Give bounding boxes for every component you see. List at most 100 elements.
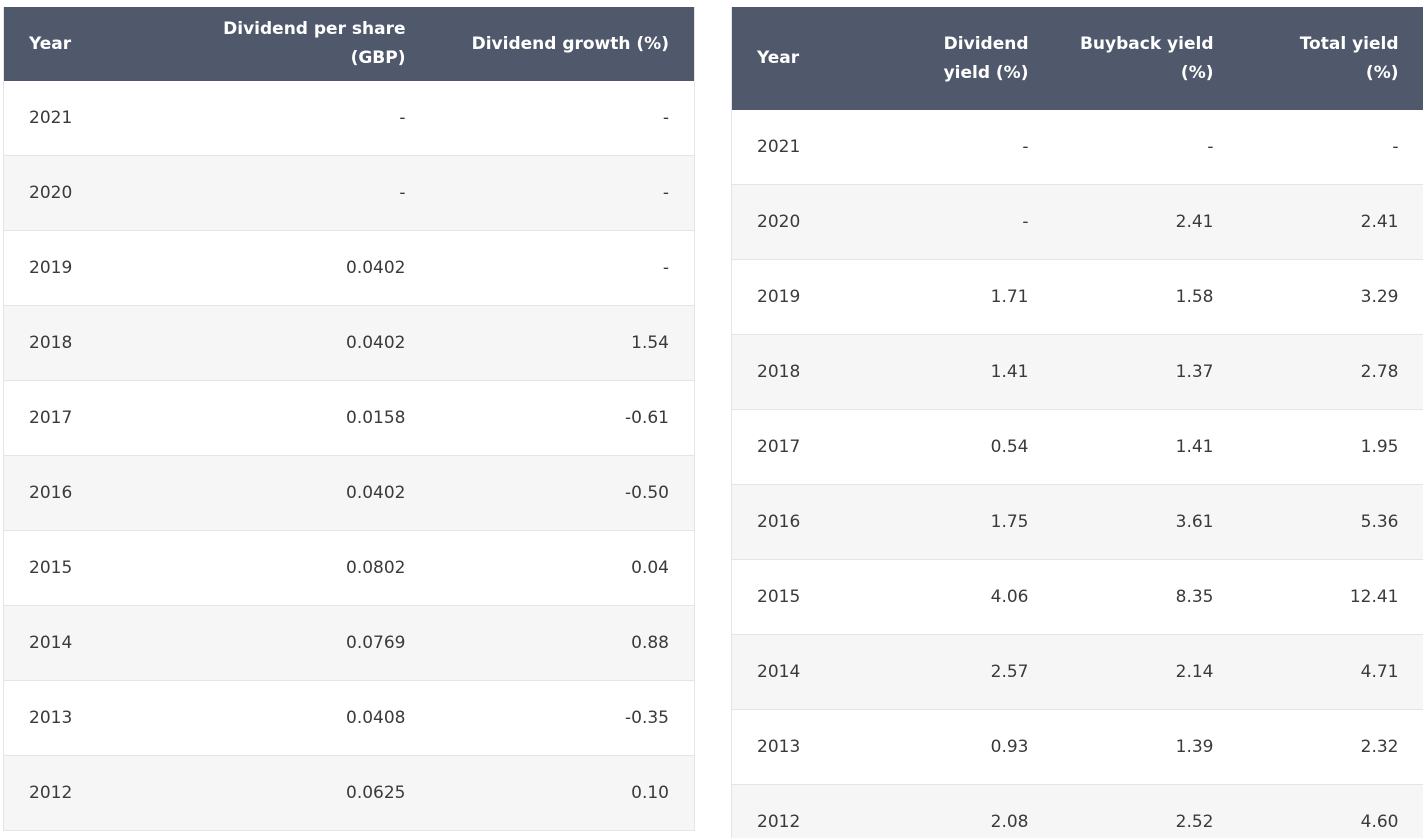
year-cell: 2017 [731, 409, 872, 485]
dividend-per-share-cell: 0.0769 [143, 605, 431, 681]
buyback-yield-cell: 2.52 [1053, 784, 1239, 838]
total-yield-cell: 4.71 [1238, 634, 1423, 710]
buyback-yield-cell: - [1053, 110, 1239, 185]
buyback-yield-cell: 2.41 [1053, 184, 1239, 260]
year-cell: 2012 [731, 784, 872, 838]
year-cell: 2020 [3, 155, 144, 231]
buyback-yield-cell: 1.58 [1053, 259, 1239, 335]
dividend-growth-cell: 1.54 [430, 305, 695, 381]
dividend-per-share-cell: 0.0802 [143, 530, 431, 606]
dividend-per-share-cell: 0.0402 [143, 305, 431, 381]
table-row: 2014 0.0769 0.88 [3, 605, 695, 681]
year-cell: 2016 [3, 455, 144, 531]
year-cell: 2016 [731, 484, 872, 560]
dividend-per-share-cell: 0.0408 [143, 680, 431, 756]
table-row: 2020- - [3, 155, 695, 231]
dividend-table: Year Dividend per share (GBP) Dividend g… [3, 7, 695, 831]
total-yield-cell: 2.32 [1238, 709, 1423, 785]
table-row: 2015 4.06 8.35 12.41 [731, 559, 1423, 635]
year-cell: 2018 [731, 334, 872, 410]
dividend-yield-cell: - [871, 110, 1054, 185]
table-row: 2016 0.0402 -0.50 [3, 455, 695, 531]
year-cell: 2019 [731, 259, 872, 335]
table-row: 2017 0.54 1.41 1.95 [731, 409, 1423, 485]
dividend-yield-cell: 0.54 [871, 409, 1054, 485]
dividend-yield-cell: 1.41 [871, 334, 1054, 410]
dividend-yield-cell: 4.06 [871, 559, 1054, 635]
dividend-per-share-cell: 0.0158 [143, 380, 431, 456]
dividend-per-share-cell: 0.0402 [143, 455, 431, 531]
dividend-growth-cell: - [430, 230, 695, 306]
dividend-growth-cell: -0.35 [430, 680, 695, 756]
table-row: 2019 1.71 1.58 3.29 [731, 259, 1423, 335]
column-header-buyback-yield[interactable]: Buyback yield (%) [1053, 7, 1239, 110]
total-yield-cell: 5.36 [1238, 484, 1423, 560]
column-header-total-yield[interactable]: Total yield (%) [1238, 7, 1423, 110]
dividend-growth-cell: - [430, 81, 695, 156]
table-row: 2016 1.75 3.61 5.36 [731, 484, 1423, 560]
total-yield-cell: 2.78 [1238, 334, 1423, 410]
year-cell: 2021 [731, 110, 872, 185]
dividend-growth-cell: -0.61 [430, 380, 695, 456]
dividend-per-share-cell: - [143, 81, 431, 156]
total-yield-cell: 1.95 [1238, 409, 1423, 485]
table-row: 2013 0.0408 -0.35 [3, 680, 695, 756]
column-header-year[interactable]: Year [3, 7, 144, 81]
dividend-yield-cell: 1.75 [871, 484, 1054, 560]
buyback-yield-cell: 1.39 [1053, 709, 1239, 785]
dividend-growth-cell: 0.88 [430, 605, 695, 681]
year-cell: 2018 [3, 305, 144, 381]
year-cell: 2013 [731, 709, 872, 785]
year-cell: 2013 [3, 680, 144, 756]
dividend-growth-cell: 0.04 [430, 530, 695, 606]
table-row: 2018 0.0402 1.54 [3, 305, 695, 381]
table-row: 2017 0.0158 -0.61 [3, 380, 695, 456]
table-row: 2018 1.41 1.37 2.78 [731, 334, 1423, 410]
buyback-yield-cell: 1.41 [1053, 409, 1239, 485]
table-row: 2012 2.08 2.52 4.60 [731, 784, 1423, 838]
year-cell: 2014 [731, 634, 872, 710]
total-yield-cell: 12.41 [1238, 559, 1423, 635]
year-cell: 2015 [731, 559, 872, 635]
column-header-dividend-per-share[interactable]: Dividend per share (GBP) [143, 7, 431, 81]
buyback-yield-cell: 8.35 [1053, 559, 1239, 635]
dividend-per-share-cell: - [143, 155, 431, 231]
year-cell: 2017 [3, 380, 144, 456]
dividend-growth-cell: 0.10 [430, 755, 695, 831]
year-cell: 2020 [731, 184, 872, 260]
table-row: 2021- - [3, 81, 695, 156]
table-row: 2012 0.0625 0.10 [3, 755, 695, 831]
dividend-yield-cell: 0.93 [871, 709, 1054, 785]
table-row: 2015 0.0802 0.04 [3, 530, 695, 606]
year-cell: 2012 [3, 755, 144, 831]
dividend-yield-cell: 2.57 [871, 634, 1054, 710]
column-header-year[interactable]: Year [731, 7, 872, 110]
table-header-row: Year Dividend yield (%) Buyback yield (%… [731, 7, 1423, 110]
dividend-per-share-cell: 0.0402 [143, 230, 431, 306]
yield-table: Year Dividend yield (%) Buyback yield (%… [731, 7, 1423, 838]
table-header-row: Year Dividend per share (GBP) Dividend g… [3, 7, 695, 81]
dividend-growth-cell: -0.50 [430, 455, 695, 531]
dividend-growth-cell: - [430, 155, 695, 231]
total-yield-cell: 4.60 [1238, 784, 1423, 838]
total-yield-cell: 2.41 [1238, 184, 1423, 260]
year-cell: 2021 [3, 81, 144, 156]
year-cell: 2014 [3, 605, 144, 681]
year-cell: 2015 [3, 530, 144, 606]
buyback-yield-cell: 1.37 [1053, 334, 1239, 410]
dividend-yield-cell: - [871, 184, 1054, 260]
dividend-yield-cell: 1.71 [871, 259, 1054, 335]
table-row: 2014 2.57 2.14 4.71 [731, 634, 1423, 710]
table-row: 2020-2.41 2.41 [731, 184, 1423, 260]
buyback-yield-cell: 2.14 [1053, 634, 1239, 710]
dividend-yield-cell: 2.08 [871, 784, 1054, 838]
table-row: 2019 0.0402- [3, 230, 695, 306]
buyback-yield-cell: 3.61 [1053, 484, 1239, 560]
column-header-dividend-yield[interactable]: Dividend yield (%) [871, 7, 1054, 110]
total-yield-cell: 3.29 [1238, 259, 1423, 335]
column-header-dividend-growth[interactable]: Dividend growth (%) [430, 7, 695, 81]
table-row: 2013 0.93 1.39 2.32 [731, 709, 1423, 785]
year-cell: 2019 [3, 230, 144, 306]
total-yield-cell: - [1238, 110, 1423, 185]
